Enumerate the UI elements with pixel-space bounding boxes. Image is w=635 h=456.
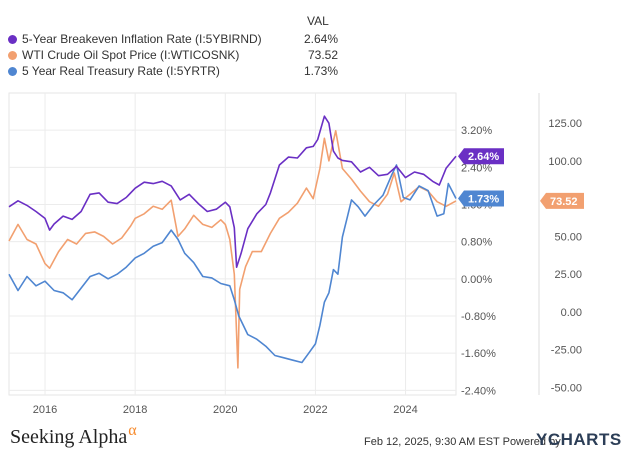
value-badge-label: 1.73% [468, 193, 499, 205]
right-tick-label: -50.00 [551, 382, 582, 394]
right-tick-label: -25.00 [551, 345, 582, 357]
timestamp: Feb 12, 2025, 9:30 AM EST Powered by [364, 436, 561, 448]
value-badge-label: 2.64% [468, 151, 499, 163]
horizontal-gridlines [9, 129, 456, 391]
legend-value-header: VAL [307, 14, 329, 28]
left-tick-label: 0.00% [461, 274, 492, 286]
left-tick-label: -1.60% [461, 348, 496, 360]
legend-label: 5 Year Real Treasury Rate (I:5YRTR) [22, 64, 220, 78]
right-tick-label: 0.00 [561, 307, 582, 319]
right-tick-label: 125.00 [548, 118, 582, 130]
legend-value: 73.52 [307, 48, 338, 62]
legend-value: 2.64% [303, 32, 338, 46]
legend-item-breakeven[interactable]: 5-Year Breakeven Inflation Rate (I:5YBIR… [8, 32, 338, 48]
value-badge [458, 190, 504, 207]
left-tick-label: -2.40% [461, 385, 496, 397]
legend-value: 1.73% [303, 64, 338, 78]
value-badge-label: 73.52 [550, 196, 578, 208]
ycharts-logo[interactable]: YCHARTS [536, 430, 622, 449]
series-layer [8, 115, 457, 369]
legend-dot-wti [8, 51, 17, 60]
brand-name: Seeking Alpha [10, 426, 128, 448]
left-tick-label: 0.80% [461, 237, 492, 249]
x-tick-label: 2018 [123, 404, 147, 416]
series-line [8, 115, 457, 268]
right-tick-label: 100.00 [548, 156, 582, 168]
legend-item-wti[interactable]: WTI Crude Oil Spot Price (I:WTICOSNK) 73… [8, 48, 338, 64]
left-axis-ticks: 3.20%2.40%1.60%0.80%0.00%-0.80%-1.60%-2.… [461, 125, 496, 397]
x-axis-ticks: 2016 2018 2020 2022 2024 [33, 404, 418, 416]
footer: Seeking Alphaα Feb 12, 2025, 9:30 AM EST… [0, 420, 635, 456]
legend-dot-breakeven [8, 35, 17, 44]
seeking-alpha-logo[interactable]: Seeking Alphaα [10, 422, 137, 449]
value-badge [540, 192, 584, 209]
right-tick-label: 25.00 [554, 269, 582, 281]
legend-item-real-rate[interactable]: 5 Year Real Treasury Rate (I:5YRTR) 1.73… [8, 64, 338, 80]
left-tick-label: 2.40% [461, 162, 492, 174]
left-tick-label: 3.20% [461, 125, 492, 137]
x-tick-label: 2016 [33, 404, 57, 416]
x-tick-label: 2022 [303, 404, 327, 416]
alpha-icon: α [128, 422, 137, 439]
value-badge [458, 148, 504, 165]
right-tick-label: 50.00 [554, 231, 582, 243]
x-tick-label: 2020 [213, 404, 237, 416]
legend-label: WTI Crude Oil Spot Price (I:WTICOSNK) [22, 48, 240, 62]
series-line [8, 164, 457, 364]
x-tick-label: 2024 [393, 404, 417, 416]
plot-area [8, 92, 457, 396]
legend-dot-real-rate [8, 67, 17, 76]
legend-label: 5-Year Breakeven Inflation Rate (I:5YBIR… [22, 32, 262, 46]
last-value-badges: 2.64% 73.52 1.73% [458, 148, 584, 209]
right-axis-ticks: 125.00100.0075.0050.0025.000.00-25.00-50… [548, 118, 582, 394]
left-tick-label: -0.80% [461, 311, 496, 323]
